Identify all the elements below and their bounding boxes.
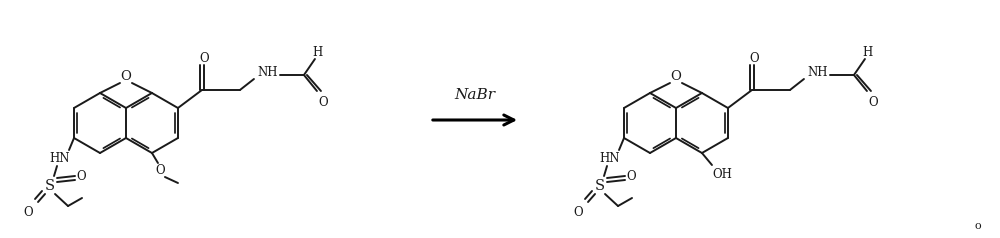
Text: O: O [868,96,878,109]
Text: H: H [863,45,873,59]
Text: S: S [45,179,55,193]
Text: S: S [595,179,605,193]
Text: NaBr: NaBr [454,88,496,102]
Text: NH: NH [258,66,278,79]
Text: HN: HN [50,152,70,164]
Text: NH: NH [808,66,828,79]
Text: OH: OH [712,168,732,180]
Text: H: H [313,45,323,59]
Text: O: O [121,70,131,84]
Text: O: O [318,96,328,109]
Text: O: O [76,169,86,183]
Text: o: o [975,221,981,231]
Text: O: O [671,70,681,84]
Text: O: O [749,51,759,64]
Text: O: O [626,169,636,183]
Text: O: O [199,51,209,64]
Text: O: O [573,205,583,218]
Text: HN: HN [600,152,620,164]
Text: O: O [155,164,165,178]
Text: O: O [23,205,33,218]
